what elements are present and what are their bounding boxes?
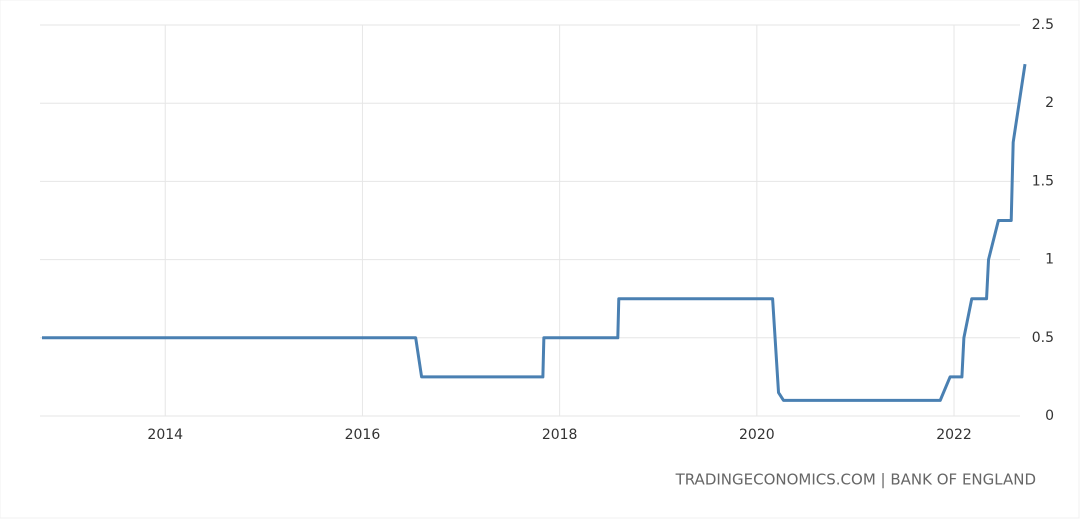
y-tick-label: 0 [1045, 408, 1054, 424]
y-tick-label: 2.5 [1032, 17, 1054, 33]
x-tick-label: 2018 [542, 427, 578, 443]
x-tick-label: 2016 [345, 427, 381, 443]
y-tick-label: 0.5 [1032, 330, 1054, 346]
x-tick-label: 2020 [739, 427, 775, 443]
source: TRADINGECONOMICS.COM | BANK OF ENGLAND [675, 471, 1036, 489]
y-tick-label: 2 [1045, 95, 1054, 111]
y-tick-label: 1.5 [1032, 173, 1054, 189]
x-tick-label: 2014 [147, 427, 183, 443]
x-tick-label: 2022 [936, 427, 972, 443]
y-tick-label: 1 [1045, 252, 1054, 268]
data-line [42, 63, 1027, 402]
